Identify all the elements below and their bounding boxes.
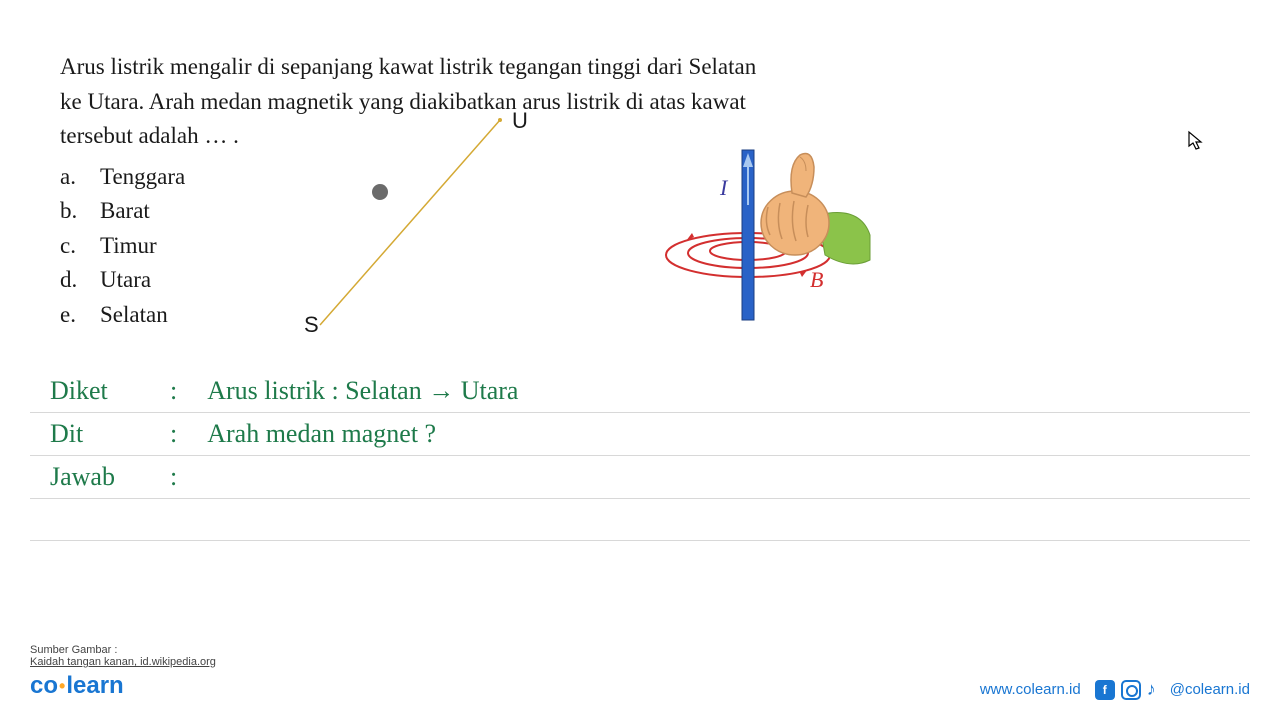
question-area: Arus listrik mengalir di sepanjang kawat…	[0, 0, 1280, 332]
right-hand-rule-diagram: I B	[650, 145, 880, 335]
website-link[interactable]: www.colearn.id	[980, 681, 1081, 698]
source-text: Kaidah tangan kanan, id.wikipedia.org	[30, 656, 216, 668]
option-e: e. Selatan	[60, 298, 185, 333]
tiktok-icon[interactable]: ♪	[1147, 679, 1156, 700]
option-a: a. Tenggara	[60, 160, 185, 195]
field-label: B	[810, 267, 823, 292]
brand-logo: co•learn	[30, 672, 216, 700]
source-label: Sumber Gambar :	[30, 644, 216, 656]
compass-north-label: U	[512, 110, 528, 133]
footer-left: Sumber Gambar : Kaidah tangan kanan, id.…	[30, 644, 216, 700]
compass-diagram: U S	[280, 110, 530, 340]
option-b: b. Barat	[60, 194, 185, 229]
cursor-icon	[1187, 130, 1205, 157]
hand-icon	[761, 154, 870, 265]
hw-row-dit: Dit : Arah medan magnet ?	[30, 413, 1250, 456]
handwritten-solution: Diket : Arus listrik : Selatan → Utara D…	[30, 370, 1250, 541]
footer-right: www.colearn.id f ♪ @colearn.id	[980, 679, 1250, 700]
hw-row-jawab: Jawab :	[30, 456, 1250, 499]
instagram-icon[interactable]	[1121, 680, 1141, 700]
question-line-3: tersebut adalah … .	[60, 123, 239, 148]
hw-row-blank	[30, 499, 1250, 541]
social-icons: f ♪	[1095, 679, 1156, 700]
footer: Sumber Gambar : Kaidah tangan kanan, id.…	[30, 644, 1250, 700]
compass-south-label: S	[304, 312, 319, 337]
compass-svg: U S	[280, 110, 530, 340]
current-label: I	[719, 175, 729, 200]
question-line-1: Arus listrik mengalir di sepanjang kawat…	[60, 54, 756, 79]
social-handle: @colearn.id	[1170, 681, 1250, 698]
hand-rule-svg: I B	[650, 145, 880, 335]
option-c: c. Timur	[60, 229, 185, 264]
hw-row-diket: Diket : Arus listrik : Selatan → Utara	[30, 370, 1250, 413]
facebook-icon[interactable]: f	[1095, 680, 1115, 700]
option-d: d. Utara	[60, 263, 185, 298]
options-list: a. Tenggara b. Barat c. Timur d. Utara e…	[60, 160, 185, 333]
